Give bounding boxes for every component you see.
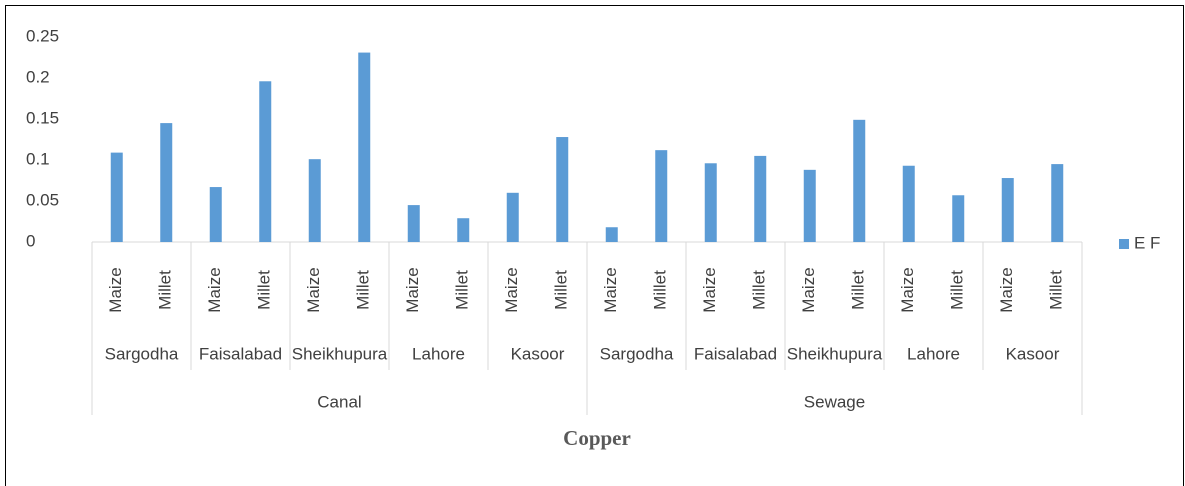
bar	[457, 218, 470, 242]
group-label: Lahore	[412, 344, 465, 363]
x-tick-label: Maize	[799, 267, 818, 312]
x-tick-label: Millet	[453, 270, 472, 310]
chart-title: Copper	[563, 426, 631, 450]
x-tick-label: Millet	[552, 270, 571, 310]
bar	[308, 159, 321, 242]
bar	[1051, 164, 1064, 242]
legend-label: E F	[1134, 233, 1160, 252]
y-tick-label: 0	[26, 231, 35, 250]
bar	[803, 169, 816, 242]
group-label: Kasoor	[1006, 344, 1060, 363]
bar	[853, 119, 866, 242]
legend-swatch	[1119, 239, 1129, 249]
x-tick-label: Maize	[700, 267, 719, 312]
bar	[704, 163, 717, 242]
group-label: Sheikhupura	[787, 344, 883, 363]
x-tick-label: Maize	[205, 267, 224, 312]
x-tick-label: Millet	[255, 270, 274, 310]
bar	[407, 205, 420, 242]
group-label: Sargodha	[105, 344, 179, 363]
group-label: Kasoor	[511, 344, 565, 363]
x-tick-label: Maize	[106, 267, 125, 312]
group-label: Faisalabad	[694, 344, 777, 363]
x-tick-label: Maize	[601, 267, 620, 312]
group-label: Faisalabad	[199, 344, 282, 363]
x-tick-label: Millet	[651, 270, 670, 310]
bar	[605, 227, 618, 242]
x-tick-label: Millet	[156, 270, 175, 310]
x-tick-label: Millet	[1047, 270, 1066, 310]
bar	[209, 187, 222, 242]
x-tick-label: Maize	[997, 267, 1016, 312]
bar	[259, 81, 272, 242]
x-tick-label: Millet	[750, 270, 769, 310]
y-tick-label: 0.25	[26, 26, 59, 45]
bar	[655, 150, 668, 242]
group-label: Lahore	[907, 344, 960, 363]
x-tick-label: Maize	[898, 267, 917, 312]
x-tick-label: Maize	[304, 267, 323, 312]
group-label: Sargodha	[600, 344, 674, 363]
x-tick-label: Maize	[403, 267, 422, 312]
bar	[110, 152, 123, 242]
group-label: Sheikhupura	[292, 344, 388, 363]
frame	[5, 5, 1184, 486]
group-label: Sewage	[804, 392, 865, 411]
bar	[556, 137, 569, 242]
bar	[506, 192, 519, 242]
x-tick-label: Maize	[502, 267, 521, 312]
x-tick-label: Millet	[849, 270, 868, 310]
bar	[952, 195, 965, 242]
x-tick-label: Millet	[948, 270, 967, 310]
x-tick-label: Millet	[354, 270, 373, 310]
y-tick-label: 0.2	[26, 67, 50, 86]
y-tick-label: 0.1	[26, 149, 50, 168]
y-tick-label: 0.15	[26, 108, 59, 127]
y-tick-label: 0.05	[26, 190, 59, 209]
bar	[754, 155, 767, 242]
bar	[358, 52, 371, 242]
bar	[902, 165, 915, 242]
group-label: Canal	[317, 392, 361, 411]
bar	[1001, 178, 1014, 242]
bar	[160, 123, 173, 242]
